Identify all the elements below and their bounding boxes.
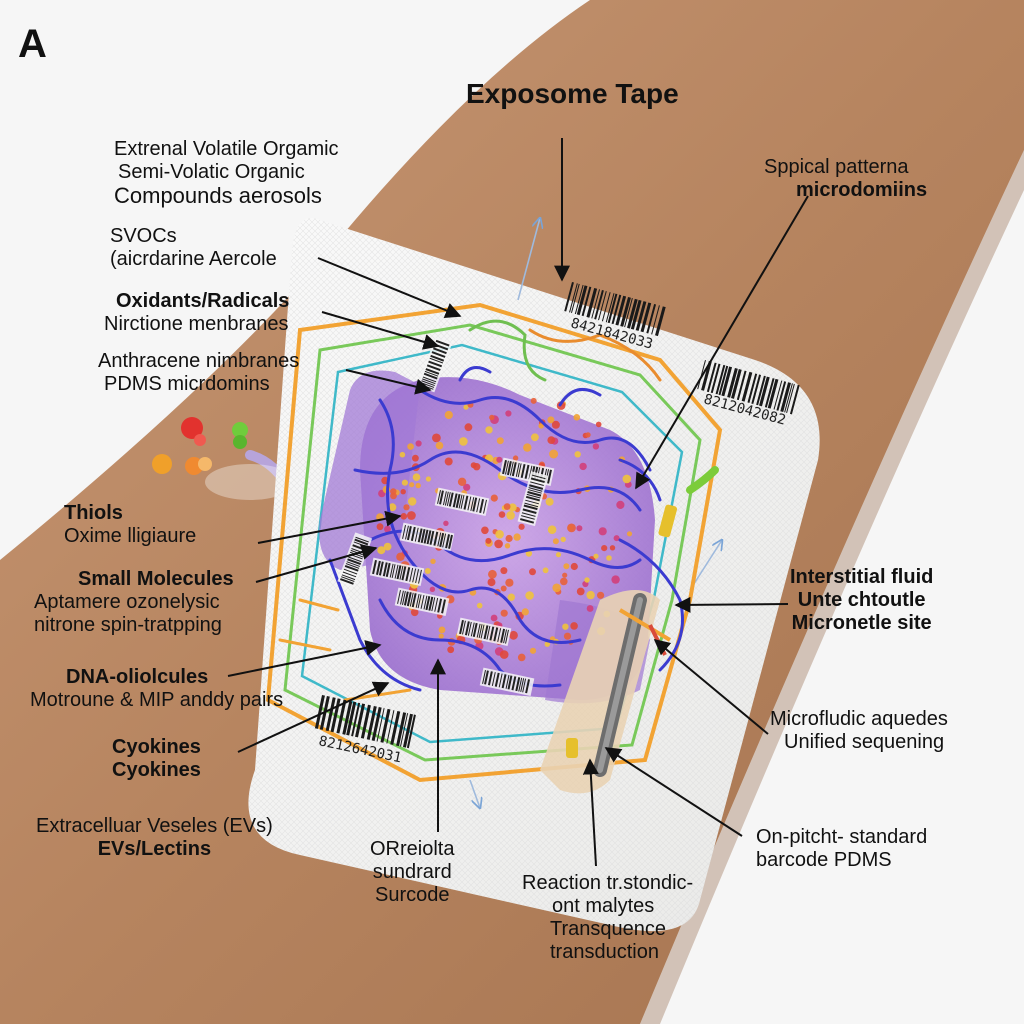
diagram-title: Exposome Tape [466, 78, 679, 109]
leader-arrows [227, 138, 809, 867]
microfluidic-channels [328, 366, 684, 692]
label-interstitial: Interstitial fluid Unte chtoutle Microne… [790, 566, 934, 634]
label-small-molecules: Small Molecules Aptamere ozonelysic nitr… [34, 568, 234, 636]
barcode-top [564, 282, 666, 337]
label-orr: ORreiolta sundrard Surcode [370, 838, 455, 906]
label-oxidants: Oxidants/Radicals Nirctione menbranes [104, 290, 290, 335]
panel-letter: A [18, 22, 47, 66]
label-reaction: Reaction tr.stondic- ont malytes Transqu… [522, 872, 694, 963]
label-spatial: Sppical patterna microdomiins [764, 156, 928, 201]
label-svoc: SVOCs (aicrdarine Aercole [110, 225, 277, 270]
label-dna: DNA-oliolcules Motroune & MIP anddy pair… [30, 666, 284, 711]
label-microfluidic: Microfludic aquedes Unified sequening [770, 708, 948, 753]
barcode-right [697, 360, 800, 415]
barcode-bottom [314, 695, 416, 749]
arm-shadow [640, 150, 1024, 1024]
label-thiols: Thiols Oxime lligiaure [64, 502, 197, 547]
label-evs: Extracelluar Veseles (EVs) EVs/Lectins [36, 815, 273, 860]
label-anthracene: Anthracene nimbranes PDMS micrdomins [98, 350, 300, 395]
label-cytokines: Cyokines Cyokines [112, 736, 201, 781]
label-onpitch: On-pitcht- standard barcode PDMS [756, 826, 928, 871]
label-voc: Extrenal Volatile Orgamic Semi-Volatic O… [114, 138, 339, 208]
